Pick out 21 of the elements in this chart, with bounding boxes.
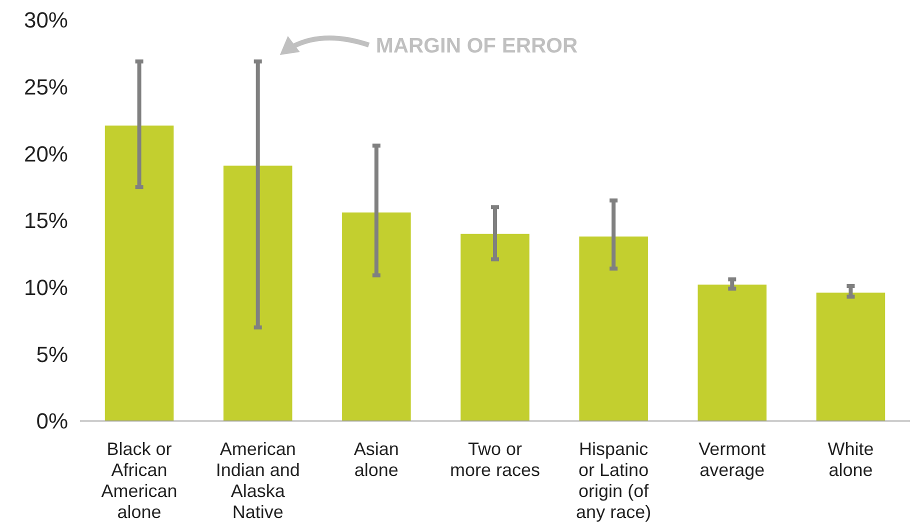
x-tick-label: Hispanic or Latino origin (of any race) — [576, 439, 652, 522]
x-tick-label: Black or African American alone — [101, 439, 178, 522]
bar — [579, 236, 648, 421]
x-tick-label: American Indian and Alaska Native — [216, 439, 300, 522]
bar — [698, 284, 767, 421]
bar — [342, 212, 411, 421]
annotation: MARGIN OF ERROR — [376, 34, 578, 58]
y-tick-label: 0% — [36, 408, 68, 434]
y-tick-label: 5% — [36, 342, 68, 367]
bar — [460, 234, 530, 421]
y-tick-label: 15% — [24, 208, 68, 234]
y-tick-label: 10% — [24, 275, 68, 300]
y-tick-label: 25% — [24, 74, 68, 100]
y-tick-label: 30% — [24, 8, 68, 33]
x-tick-label: Vermont average — [698, 439, 766, 480]
x-tick-label: Two or more races — [450, 439, 540, 480]
x-tick-label: Asian alone — [354, 439, 399, 480]
bar — [816, 292, 886, 421]
y-tick-label: 20% — [24, 141, 68, 166]
bar — [104, 126, 174, 421]
x-tick-label: White alone — [828, 439, 874, 480]
